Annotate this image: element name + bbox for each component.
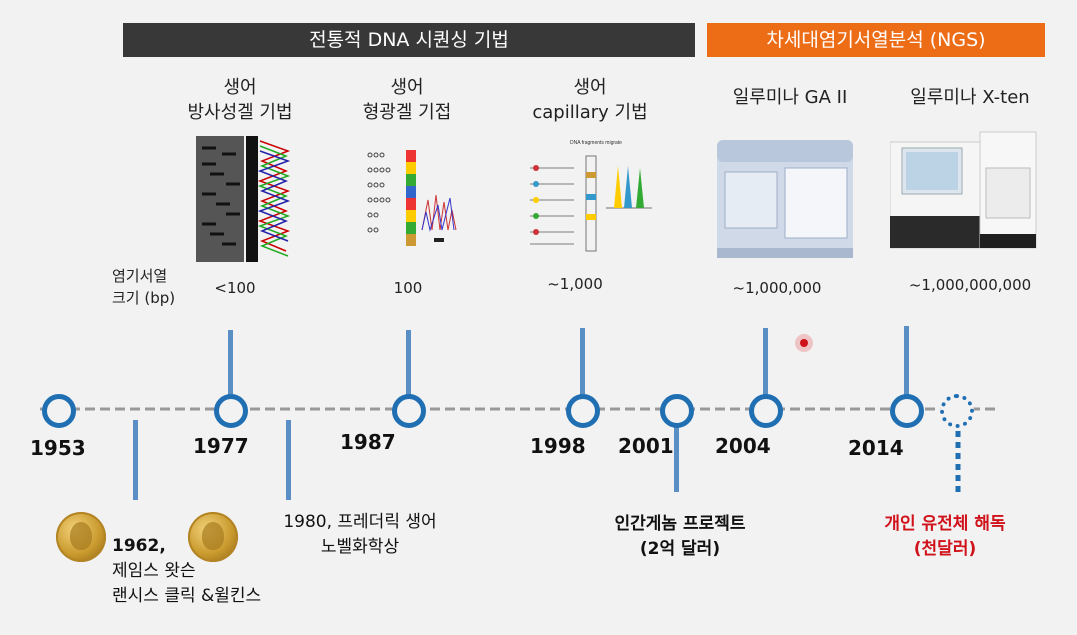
- connector-line: [406, 330, 411, 398]
- gold-medal-icon: [188, 512, 238, 562]
- connector-line: [580, 328, 585, 398]
- fluorescent-gel-image: [367, 150, 457, 246]
- timeline-node-2001: [660, 394, 694, 428]
- method-illumina-ga2: 일루미나 GA II: [705, 85, 875, 110]
- timeline-node-1987: [392, 394, 426, 428]
- connector-line: [674, 420, 679, 492]
- method-line1: 일루미나 GA II: [732, 87, 848, 108]
- method-line2: 방사성겔 기법: [187, 102, 293, 123]
- timeline-node-1977: [214, 394, 248, 428]
- method-sanger-capillary: 생어 capillary 기법: [510, 75, 670, 125]
- event-1980-line1: 1980, 프레더릭 생어: [283, 512, 437, 532]
- method-line1: 생어: [223, 77, 257, 98]
- event-1980: 1980, 프레더릭 생어 노벨화학상: [255, 510, 465, 560]
- year-label: 1987: [340, 430, 396, 454]
- timeline-node-2004: [749, 394, 783, 428]
- year-label: 1998: [530, 434, 586, 458]
- method-illumina-xten: 일루미나 X-ten: [885, 85, 1055, 110]
- sequencer-ga2-image: [717, 140, 853, 258]
- size-value: ~1,000,000: [732, 279, 822, 297]
- sequencer-xten-image: [890, 131, 1037, 249]
- method-line1: 생어: [573, 77, 607, 98]
- connector-line: [904, 326, 909, 398]
- gel-image: [196, 136, 291, 262]
- size-value: <100: [214, 279, 256, 297]
- connector-line: [228, 330, 233, 398]
- timeline-node-1953: [42, 394, 76, 428]
- size-value: 100: [393, 279, 423, 297]
- event-2001: 인간게놈 프로젝트 (2억 달러): [580, 512, 780, 562]
- timeline-node-future: [940, 394, 974, 428]
- event-1962-line3: 랜시스 클릭 &윌킨스: [112, 586, 262, 606]
- event-future-line1: 개인 유전체 해독: [884, 514, 1006, 534]
- year-label: 1953: [30, 436, 86, 460]
- method-sanger-radioactive: 생어 방사성겔 기법: [165, 75, 315, 125]
- event-future-line2: (천달러): [913, 539, 977, 559]
- event-1980-line2: 노벨화학상: [320, 537, 400, 557]
- event-1962: 1962, 제임스 왓슨 랜시스 클릭 &윌킨스: [112, 534, 261, 609]
- method-line1: 생어: [390, 77, 424, 98]
- event-1962-year: 1962,: [112, 536, 166, 556]
- timeline-node-1998: [566, 394, 600, 428]
- method-sanger-fluorescent: 생어 형광겔 기접: [332, 75, 482, 125]
- gold-medal-icon: [56, 512, 106, 562]
- connector-line: [133, 420, 138, 500]
- year-label: 2004: [715, 434, 771, 458]
- year-label: 2014: [848, 436, 904, 460]
- year-label: 2001: [618, 434, 674, 458]
- timeline-axis: [40, 407, 1000, 411]
- size-value: ~1,000,000,000: [908, 276, 1032, 294]
- method-line1: 일루미나 X-ten: [910, 87, 1030, 108]
- method-line2: 형광겔 기접: [362, 102, 452, 123]
- capillary-diagram-image: DNA fragments migrate: [530, 140, 652, 252]
- connector-line: [286, 420, 291, 500]
- svg-text:DNA fragments migrate: DNA fragments migrate: [570, 140, 622, 146]
- size-value: ~1,000: [547, 275, 603, 293]
- read-length-label-line2: 크기 (bp): [112, 289, 176, 307]
- read-length-label-line1: 염기서열: [112, 267, 168, 285]
- timeline-node-2014: [890, 394, 924, 428]
- connector-line: [763, 328, 768, 398]
- method-line2: capillary 기법: [532, 102, 648, 123]
- cursor-highlight: [795, 334, 813, 352]
- year-label: 1977: [193, 434, 249, 458]
- event-2001-line2: (2억 달러): [639, 539, 721, 559]
- traditional-sequencing-banner: 전통적 DNA 시퀀싱 기법: [123, 23, 695, 57]
- future-connector-line: [955, 420, 961, 495]
- event-2001-line1: 인간게놈 프로젝트: [614, 514, 746, 534]
- event-1962-line2: 제임스 왓슨: [112, 561, 196, 581]
- event-future: 개인 유전체 해독 (천달러): [845, 512, 1045, 562]
- read-length-label: 염기서열 크기 (bp): [112, 265, 175, 309]
- ngs-banner: 차세대염기서열분석 (NGS): [707, 23, 1045, 57]
